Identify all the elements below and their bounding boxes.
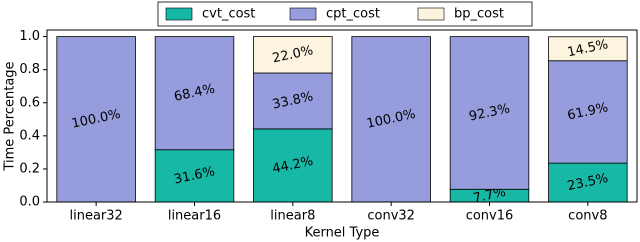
legend-swatch	[165, 7, 193, 21]
x-tick-label: linear8	[270, 209, 315, 224]
bar-segment	[548, 60, 628, 164]
value-label: 7.7%	[472, 185, 507, 207]
legend-box	[157, 1, 533, 27]
y-tick-label: 0.8	[19, 62, 40, 77]
y-tick-label: 0.6	[19, 95, 40, 110]
y-tick-label: 0.0	[19, 195, 40, 210]
y-axis-label: Time Percentage	[3, 61, 18, 171]
bar-segment	[154, 149, 235, 203]
x-tick-label: conv32	[367, 209, 415, 224]
x-tick-label: linear16	[168, 209, 221, 224]
x-axis-label: Kernel Type	[305, 226, 380, 241]
bar-segment	[449, 36, 530, 190]
legend-swatch	[417, 7, 445, 21]
legend-swatch	[289, 7, 317, 21]
legend-label: bp_cost	[454, 7, 504, 22]
legend-label: cvt_cost	[202, 7, 255, 22]
bar-segment	[548, 36, 628, 62]
bar-segment	[253, 72, 333, 130]
plot-frame	[46, 29, 638, 203]
bar-segment	[253, 128, 333, 203]
legend: cvt_cost cpt_cost bp_cost	[157, 1, 533, 27]
bar-segment	[154, 36, 235, 151]
x-tick-label: linear32	[70, 209, 123, 224]
y-tick-label: 0.2	[19, 161, 40, 176]
legend-label: cpt_cost	[326, 7, 380, 22]
y-tick-label: 1.0	[19, 29, 40, 44]
y-tick-label: 0.4	[19, 128, 40, 143]
x-tick-label: conv16	[466, 209, 514, 224]
bar-segment	[253, 36, 333, 74]
x-tick-label: conv8	[568, 209, 607, 224]
